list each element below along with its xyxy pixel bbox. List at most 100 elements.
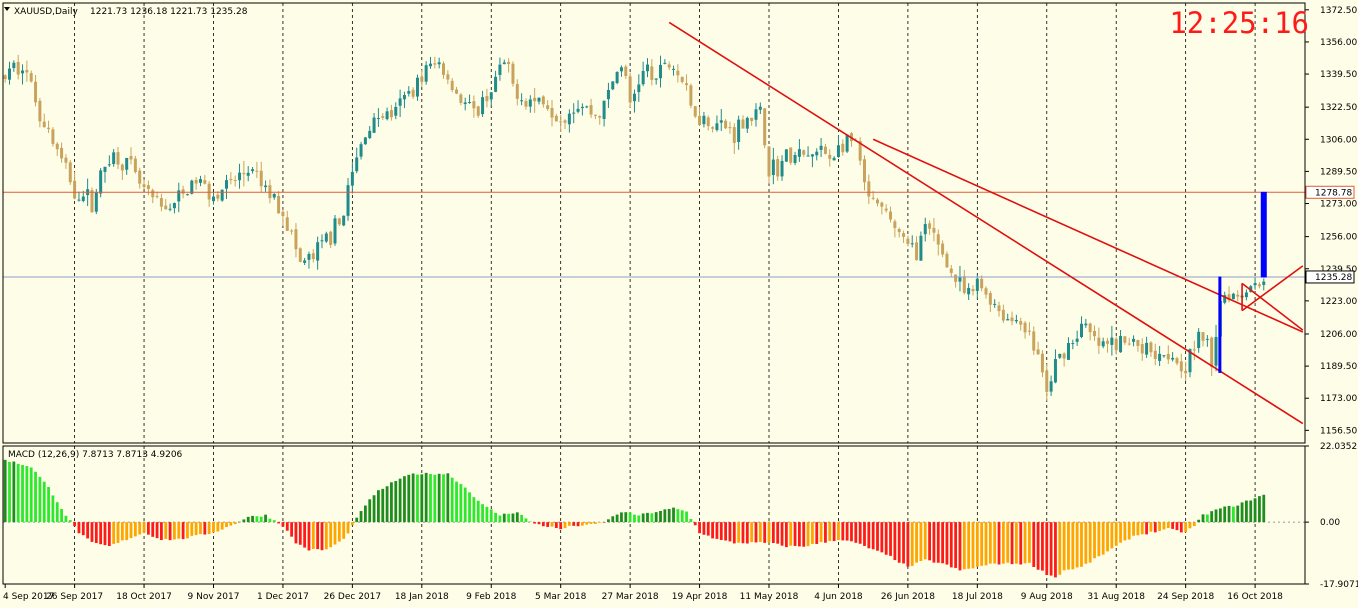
- secondary-downtrend-line: [872, 138, 1304, 333]
- candle-body: [112, 152, 116, 165]
- macd-bar: [16, 463, 20, 523]
- candle-body: [1214, 336, 1218, 366]
- last-price-label: 1235.28: [1315, 273, 1352, 283]
- macd-bar: [420, 474, 424, 523]
- y-tick-label: 1256.00: [1320, 233, 1357, 243]
- macd-bar: [685, 511, 688, 523]
- macd-bar: [350, 522, 354, 526]
- macd-bar: [433, 474, 437, 523]
- y-tick-label: 1289.50: [1320, 167, 1357, 177]
- macd-bar: [173, 522, 176, 540]
- macd-bar: [298, 522, 302, 545]
- candle-body: [34, 81, 38, 103]
- candle-body: [446, 74, 450, 80]
- candle-body: [459, 94, 463, 103]
- macd-bar: [1010, 522, 1014, 565]
- candle-body: [806, 155, 810, 157]
- candle-body: [632, 93, 636, 102]
- candle-body: [42, 121, 46, 128]
- candle-body: [858, 140, 862, 161]
- candle-body: [16, 61, 20, 75]
- macd-bar: [1192, 522, 1196, 526]
- candle-body: [1236, 294, 1240, 297]
- candle-body: [229, 178, 233, 181]
- macd-bar: [225, 522, 228, 527]
- triangle-resistance-line: [1241, 282, 1304, 331]
- macd-bar: [741, 522, 745, 544]
- candle-body: [719, 120, 723, 123]
- macd-bar: [60, 508, 63, 523]
- candle-body: [902, 233, 906, 237]
- candle-body: [333, 218, 337, 244]
- macd-bar: [242, 519, 246, 523]
- last-price-label-box: [1305, 270, 1355, 284]
- candle-body: [1097, 337, 1101, 346]
- candle-body: [511, 63, 515, 84]
- macd-bar: [1014, 522, 1018, 564]
- macd-bar: [442, 474, 445, 523]
- macd-bar: [880, 522, 884, 553]
- x-tick-label: 4 Jun 2018: [814, 592, 863, 602]
- candle-body: [324, 233, 328, 242]
- candle-body: [329, 231, 333, 245]
- collapse-arrow-icon[interactable]: [4, 7, 10, 11]
- candle-body: [828, 154, 832, 159]
- macd-bar: [8, 461, 11, 523]
- macd-bar: [177, 522, 181, 539]
- macd-bar: [672, 507, 675, 523]
- macd-bar: [1201, 514, 1205, 523]
- candle-body: [294, 229, 298, 250]
- macd-bar: [181, 522, 185, 540]
- macd-bar: [316, 522, 320, 550]
- x-tick-label: 9 Feb 2018: [466, 592, 517, 602]
- macd-bar: [368, 499, 372, 523]
- macd-bar: [212, 522, 215, 533]
- candle-body: [654, 78, 658, 80]
- macd-bar: [767, 522, 771, 543]
- macd-bar: [160, 522, 163, 541]
- candle-body: [1101, 341, 1105, 347]
- candle-body: [1244, 292, 1248, 298]
- candle-body: [181, 189, 185, 194]
- macd-bar: [12, 461, 16, 523]
- macd-bar: [1210, 511, 1214, 523]
- candle-body: [988, 293, 992, 305]
- macd-bar: [528, 521, 532, 523]
- macd-bar: [424, 472, 428, 523]
- macd-bar: [1175, 522, 1179, 531]
- candle-body: [246, 172, 250, 176]
- candle-body: [593, 114, 597, 116]
- candle-body: [663, 62, 667, 64]
- macd-bar: [34, 471, 37, 523]
- macd-bar: [1197, 519, 1201, 523]
- candle-body: [572, 112, 576, 114]
- macd-bar: [646, 512, 649, 523]
- drawn-objects[interactable]: [3, 21, 1305, 425]
- candle-body: [789, 147, 793, 163]
- macd-bar: [541, 522, 545, 527]
- macd-bar: [1028, 522, 1031, 563]
- macd-pane-frame: [2, 445, 1306, 585]
- candle-body: [268, 185, 272, 199]
- candle-body: [958, 277, 962, 282]
- macd-bar: [255, 516, 259, 523]
- macd-bar: [663, 509, 667, 523]
- macd-bar: [676, 509, 680, 523]
- macd-bar: [1006, 522, 1010, 563]
- macd-bar: [446, 473, 450, 523]
- macd-bar: [138, 522, 142, 535]
- macd-bar: [949, 522, 953, 568]
- macd-bar: [680, 510, 684, 523]
- macd-bar: [975, 522, 979, 567]
- macd-bar: [719, 522, 723, 540]
- macd-bar: [641, 513, 645, 523]
- macd-bar: [850, 522, 853, 542]
- macd-bar: [1166, 522, 1170, 529]
- candle-body: [919, 235, 923, 261]
- candle-body: [1014, 319, 1018, 322]
- macd-bar: [958, 522, 962, 571]
- macd-bar: [38, 476, 42, 523]
- macd-bar: [1262, 494, 1266, 523]
- candle-body: [485, 96, 489, 102]
